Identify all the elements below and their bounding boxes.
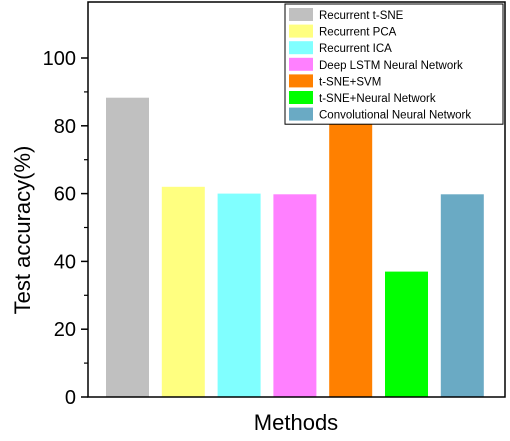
bar-t-sne-neural-network [385,271,428,397]
y-tick-label: 40 [54,251,76,273]
legend-swatch [289,74,313,88]
legend-swatch [289,24,313,38]
x-axis-title: Methods [254,410,338,435]
bar-recurrent-ica [217,193,261,397]
y-tick-label: 0 [65,387,76,409]
legend-label: Deep LSTM Neural Network [319,60,463,72]
y-axis-title: Test accuracy(%) [10,146,35,315]
legend-label: Recurrent t-SNE [319,10,404,22]
y-axis-ticks: 0 20 40 60 80 100 [43,48,88,409]
bar-recurrent-t-sne [106,97,149,397]
legend-swatch [289,107,313,121]
bar-t-sne-svm [329,122,373,398]
legend-swatch [289,41,313,55]
legend-label: t-SNE+Neural Network [319,93,436,105]
y-tick-label: 80 [54,116,76,138]
y-tick-label: 60 [54,184,76,206]
legend-box [284,3,504,125]
legend-swatch [289,57,313,71]
legend-label: Recurrent PCA [319,27,397,39]
legend-label: Recurrent ICA [319,43,392,55]
legend: Recurrent t-SNE Recurrent PCA Recurrent IC… [284,3,504,125]
legend-label: t-SNE+SVM [319,76,381,88]
bar-recurrent-pca [161,186,205,397]
y-tick-label: 100 [43,48,76,70]
legend-swatch [289,8,313,21]
bar-deep-lstm-neural-network [273,194,317,397]
bar-convolutional-neural-network [440,194,484,397]
legend-swatch [289,91,313,104]
plot-frame [87,1,506,398]
bars-group [106,97,484,398]
y-tick-label: 20 [54,319,76,341]
legend-label: Convolutional Neural Network [319,110,471,122]
